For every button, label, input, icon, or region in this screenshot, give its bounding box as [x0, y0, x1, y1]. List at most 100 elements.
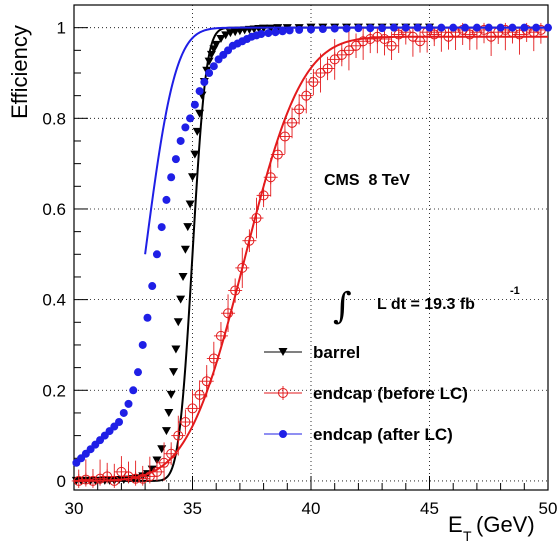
y-tick-label: 1 — [57, 19, 66, 38]
data-point-endcap-before-lc — [313, 65, 328, 80]
legend: barrel endcap (before LC) endcap (after LC… — [264, 343, 468, 444]
legend-label: endcap (after LC) — [313, 425, 453, 444]
data-point-endcap-before-lc — [427, 27, 442, 42]
data-point-endcap-after-lc — [209, 62, 218, 71]
data-point-endcap-after-lc — [124, 399, 133, 408]
data-point-endcap-after-lc — [278, 27, 287, 36]
data-point-endcap-before-lc — [292, 102, 307, 117]
data-point-barrel — [157, 445, 167, 454]
data-point-barrel — [180, 245, 190, 254]
data-point-barrel — [192, 127, 202, 136]
data-point-endcap-after-lc — [195, 87, 204, 96]
axis-ticks: 30 35 40 45 50 0 0.2 0.4 0.6 0.8 1 — [42, 19, 557, 518]
data-point-endcap-after-lc — [138, 340, 147, 349]
data-point-barrel — [216, 34, 226, 43]
data-point-endcap-before-lc — [256, 188, 271, 203]
data-point-barrel — [178, 272, 188, 281]
data-point-barrel — [169, 368, 179, 377]
series-endcap-after-lc — [72, 23, 552, 467]
data-point-endcap-before-lc — [78, 472, 93, 487]
x-axis-label-main: E — [448, 512, 463, 537]
lumi-text: L dt = 19.3 fb — [377, 296, 475, 313]
data-point-endcap-before-lc — [93, 471, 108, 486]
data-layer — [71, 22, 552, 488]
legend-marker — [279, 430, 287, 438]
data-point-barrel — [211, 40, 221, 49]
data-point-endcap-after-lc — [205, 68, 214, 77]
data-point-endcap-after-lc — [176, 136, 185, 145]
data-point-endcap-before-lc — [299, 88, 314, 103]
data-point-endcap-before-lc — [213, 328, 228, 343]
series-endcap-before-lc — [71, 22, 548, 488]
data-point-endcap-before-lc — [185, 401, 200, 416]
x-tick-label: 35 — [183, 499, 202, 518]
data-point-endcap-after-lc — [257, 30, 266, 39]
data-point-endcap-before-lc — [121, 469, 136, 484]
legend-marker — [278, 348, 288, 356]
data-point-barrel — [204, 57, 214, 66]
data-point-endcap-after-lc — [167, 173, 176, 182]
data-point-endcap-after-lc — [133, 368, 142, 377]
data-point-barrel — [164, 408, 174, 417]
data-point-endcap-after-lc — [157, 223, 166, 232]
fit-curve-endcap-after-lc — [144, 26, 548, 255]
data-point-endcap-before-lc — [377, 31, 392, 46]
data-point-endcap-after-lc — [115, 418, 124, 427]
legend-marker — [276, 386, 290, 400]
data-point-endcap-after-lc — [119, 408, 128, 417]
y-axis-label: Efficiency — [7, 25, 32, 119]
data-point-endcap-before-lc — [512, 27, 527, 42]
luminosity-label: ∫ L dt = 19.3 fb -1 — [333, 285, 520, 327]
data-point-endcap-before-lc — [178, 415, 193, 430]
x-axis-label-sub: T — [463, 528, 472, 544]
data-point-endcap-before-lc — [114, 464, 129, 479]
data-point-barrel — [176, 295, 186, 304]
data-point-endcap-before-lc — [277, 129, 292, 144]
x-tick-label: 30 — [65, 499, 84, 518]
legend-label: endcap (before LC) — [313, 384, 468, 403]
data-point-barrel — [185, 200, 195, 209]
data-point-endcap-after-lc — [148, 282, 157, 291]
data-point-endcap-before-lc — [384, 38, 399, 53]
data-point-endcap-before-lc — [349, 38, 364, 53]
data-point-endcap-before-lc — [157, 455, 172, 470]
x-tick-label: 50 — [539, 499, 558, 518]
data-point-endcap-after-lc — [271, 28, 280, 37]
integral-symbol: ∫ — [333, 286, 352, 327]
data-point-endcap-before-lc — [142, 469, 157, 484]
data-point-barrel — [188, 173, 197, 182]
y-tick-label: 0 — [57, 472, 66, 491]
data-point-endcap-after-lc — [186, 114, 195, 123]
data-point-endcap-before-lc — [391, 27, 406, 42]
data-point-barrel — [171, 345, 181, 354]
lumi-exponent: -1 — [510, 285, 520, 297]
x-axis-label-unit: (GeV) — [476, 512, 535, 537]
data-point-endcap-before-lc — [135, 471, 150, 486]
data-point-endcap-before-lc — [462, 27, 477, 42]
data-point-endcap-after-lc — [162, 195, 171, 204]
data-point-endcap-before-lc — [341, 43, 356, 58]
data-point-endcap-after-lc — [129, 386, 138, 395]
data-point-endcap-after-lc — [190, 100, 199, 109]
y-tick-label: 0.6 — [42, 200, 66, 219]
data-point-endcap-after-lc — [143, 313, 152, 322]
data-point-endcap-before-lc — [334, 47, 349, 62]
legend-label: barrel — [313, 343, 360, 362]
data-point-barrel — [166, 390, 176, 399]
data-point-endcap-before-lc — [192, 387, 207, 402]
data-point-endcap-before-lc — [306, 75, 321, 90]
data-point-endcap-after-lc — [318, 25, 327, 34]
data-point-endcap-after-lc — [152, 250, 161, 259]
data-point-endcap-before-lc — [285, 115, 300, 130]
y-tick-label: 0.8 — [42, 109, 66, 128]
x-tick-label: 40 — [302, 499, 321, 518]
data-point-barrel — [183, 223, 193, 232]
x-axis-label: E T (GeV) — [448, 512, 535, 544]
data-point-barrel — [190, 150, 200, 159]
data-point-barrel — [173, 318, 183, 327]
legend-entry-endcap-before-lc: endcap (before LC) — [264, 384, 468, 403]
data-point-endcap-after-lc — [171, 155, 180, 164]
legend-entry-barrel: barrel — [264, 343, 360, 362]
data-point-endcap-after-lc — [200, 78, 209, 87]
